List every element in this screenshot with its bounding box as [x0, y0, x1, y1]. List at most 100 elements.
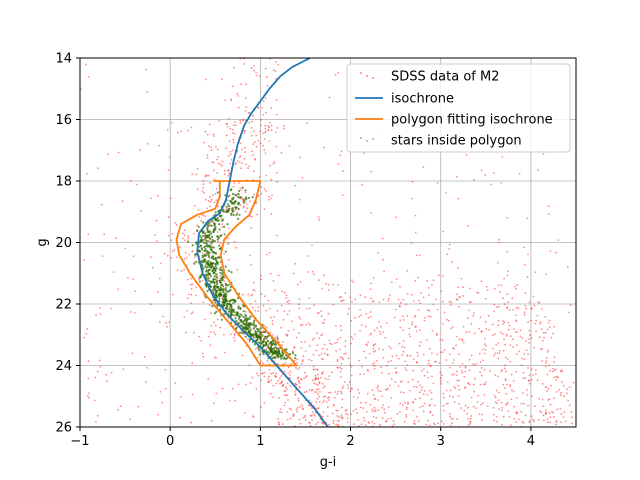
sdss-point — [195, 286, 197, 289]
sdss-point — [532, 420, 535, 423]
sdss-point — [405, 369, 408, 371]
sdss-point — [312, 365, 315, 368]
sdss-point — [292, 328, 295, 331]
sdss-point — [301, 177, 304, 179]
sdss-point — [529, 334, 531, 336]
sdss-point — [217, 162, 220, 165]
sdss-point — [524, 305, 527, 307]
sdss-point — [254, 158, 257, 161]
sdss-point — [374, 343, 377, 345]
sdss-point — [239, 167, 242, 170]
sdss-point — [515, 320, 518, 323]
sdss-point — [87, 396, 90, 399]
inside-point — [206, 226, 209, 229]
sdss-point — [207, 378, 210, 380]
sdss-point — [431, 284, 433, 286]
sdss-point — [528, 329, 531, 332]
inside-point — [216, 303, 219, 306]
sdss-point — [336, 341, 338, 344]
sdss-point — [272, 334, 274, 336]
sdss-point — [323, 343, 326, 346]
sdss-point — [349, 364, 351, 366]
sdss-point — [384, 336, 387, 339]
inside-point — [197, 225, 200, 228]
sdss-point — [110, 371, 113, 374]
sdss-point — [339, 376, 342, 378]
sdss-point — [411, 321, 414, 324]
sdss-point — [339, 324, 342, 327]
sdss-point — [426, 339, 428, 341]
sdss-point — [294, 262, 297, 265]
sdss-point — [322, 411, 325, 413]
sdss-point — [554, 375, 557, 378]
sdss-point — [494, 401, 497, 404]
sdss-point — [479, 361, 482, 363]
sdss-point — [268, 375, 270, 378]
inside-point — [221, 301, 224, 304]
sdss-point — [309, 422, 311, 425]
sdss-point — [340, 390, 342, 393]
sdss-point — [274, 70, 277, 73]
sdss-point — [276, 362, 279, 365]
inside-point — [225, 284, 228, 287]
sdss-point — [550, 384, 553, 387]
sdss-point — [440, 382, 443, 385]
sdss-point — [229, 153, 232, 156]
sdss-point — [346, 413, 349, 416]
inside-point — [249, 315, 252, 318]
sdss-point — [278, 423, 280, 426]
sdss-point — [264, 127, 267, 130]
inside-point — [276, 356, 279, 359]
inside-point — [242, 315, 245, 319]
sdss-point — [274, 375, 277, 378]
sdss-point — [253, 281, 255, 284]
sdss-point — [551, 410, 553, 413]
sdss-point — [301, 404, 304, 406]
inside-point — [240, 325, 243, 328]
inside-point — [217, 235, 220, 238]
legend-inside-dot — [366, 140, 368, 142]
sdss-point — [236, 211, 239, 214]
sdss-point — [502, 383, 505, 386]
sdss-point — [208, 240, 211, 243]
sdss-point — [263, 325, 266, 327]
sdss-point — [455, 298, 458, 301]
sdss-point — [530, 415, 533, 418]
sdss-point — [498, 408, 501, 410]
sdss-point — [395, 372, 398, 374]
sdss-point — [559, 407, 562, 410]
sdss-point — [456, 374, 458, 377]
sdss-point — [370, 212, 373, 214]
sdss-point — [286, 333, 289, 336]
sdss-point — [436, 182, 439, 184]
sdss-point — [541, 398, 544, 401]
sdss-point — [294, 382, 297, 385]
sdss-point — [221, 160, 224, 163]
sdss-point — [133, 312, 136, 314]
sdss-point — [394, 381, 397, 383]
inside-point — [228, 204, 231, 208]
sdss-point — [286, 411, 289, 413]
sdss-point — [298, 332, 301, 335]
sdss-point — [298, 418, 301, 421]
sdss-point — [280, 411, 283, 414]
sdss-point — [254, 348, 257, 350]
sdss-point — [210, 198, 213, 201]
sdss-point — [299, 422, 302, 425]
inside-point — [252, 327, 256, 330]
inside-point — [211, 269, 214, 272]
inside-point — [199, 234, 202, 238]
sdss-point — [252, 143, 255, 146]
sdss-point — [311, 419, 313, 421]
sdss-point — [459, 296, 461, 298]
sdss-point — [397, 385, 400, 387]
sdss-point — [233, 334, 236, 336]
sdss-point — [369, 316, 372, 318]
sdss-point — [435, 334, 438, 336]
sdss-point — [253, 289, 256, 292]
sdss-point — [185, 256, 188, 259]
sdss-point — [502, 320, 504, 322]
sdss-point — [439, 338, 442, 341]
sdss-point — [332, 422, 335, 425]
